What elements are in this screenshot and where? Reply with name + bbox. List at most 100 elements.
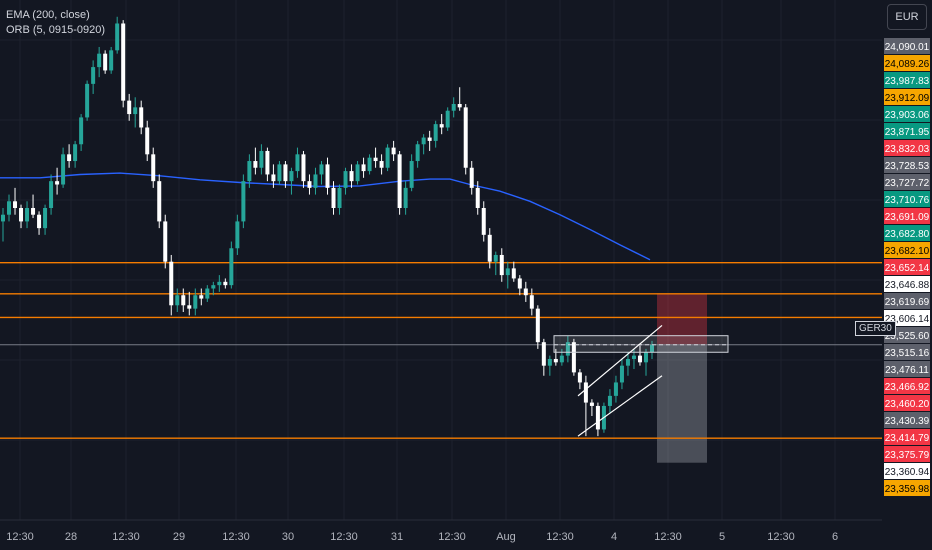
candle-body (451, 104, 456, 111)
price-label-bg (884, 140, 930, 156)
time-tick-label: 29 (173, 531, 185, 543)
price-label: 24,090.01 (885, 42, 930, 53)
candle-body (523, 288, 528, 296)
candle-body (331, 187, 336, 208)
candle-body (133, 107, 138, 115)
price-label: 23,466.92 (885, 382, 930, 393)
price-label: 23,360.94 (885, 467, 930, 478)
candle-body (547, 358, 552, 366)
price-label: 23,728.53 (885, 161, 930, 172)
price-label-bg (884, 293, 930, 309)
candle-body (295, 154, 300, 172)
time-tick-label: 4 (611, 531, 617, 543)
time-tick-label: Aug (496, 531, 516, 543)
channel-upper-line (577, 324, 663, 397)
time-axis[interactable]: 12:30 28 12:30 29 12:30 30 12:30 31 12:30 Aug 12:3… (0, 519, 882, 550)
candle-body (139, 107, 144, 128)
candle-body (541, 342, 546, 366)
currency-button[interactable]: EUR (887, 4, 927, 30)
short-position-tool[interactable] (657, 293, 707, 463)
price-label-bg (884, 38, 930, 54)
candle-body (61, 154, 66, 185)
price-axis[interactable]: 24,090.01 24,089.26 23,987.83 23,912.09 23,9… (882, 0, 932, 550)
price-label-bg (884, 123, 930, 139)
ema-legend[interactable]: EMA (200, close) (6, 9, 90, 21)
price-label-bg (884, 55, 930, 71)
candle-body (637, 355, 642, 363)
candle-body (607, 395, 612, 406)
price-label: 23,987.83 (885, 76, 930, 87)
price-label: 23,606.14 (885, 314, 930, 325)
candlesticks (1, 16, 654, 437)
orb-box (553, 335, 729, 353)
price-label-bg (884, 429, 930, 445)
price-label: 23,515.16 (885, 348, 930, 359)
price-label: 23,476.11 (885, 365, 929, 376)
symbol-tag: GER30 (855, 321, 896, 336)
candle-body (439, 124, 444, 128)
candle-body (625, 358, 630, 366)
candle-body (409, 161, 414, 188)
candle-body (31, 208, 36, 215)
horizontal-levels[interactable] (0, 262, 882, 439)
time-tick-label: 12:30 (767, 531, 795, 543)
candle-body (193, 295, 198, 309)
candle-body (19, 208, 24, 222)
candle-body (493, 254, 498, 262)
candle-body (181, 295, 186, 306)
time-tick-label: 12:30 (6, 531, 34, 543)
candle-body (307, 181, 312, 188)
price-label-bg (884, 412, 930, 428)
time-tick-label: 12:30 (112, 531, 140, 543)
price-label-bg (884, 446, 930, 462)
candle-body (355, 164, 360, 182)
candle-body (631, 355, 636, 359)
candle-body (319, 164, 324, 175)
candle-body (373, 157, 378, 162)
price-label-bg (884, 361, 930, 377)
candle-body (421, 137, 426, 145)
candle-body (565, 342, 570, 356)
candle-body (1, 214, 5, 222)
candle-body (313, 174, 318, 188)
candle-body (391, 147, 396, 155)
price-label: 23,727.72 (885, 178, 930, 189)
price-label-bg (884, 191, 930, 207)
candle-body (271, 174, 276, 182)
price-label: 23,525.60 (885, 331, 930, 342)
candle-body (229, 248, 234, 286)
drawings[interactable] (553, 324, 729, 437)
candle-body (157, 181, 162, 222)
price-label: 23,359.98 (885, 484, 930, 495)
price-label-bg (884, 106, 930, 122)
candle-body (25, 208, 30, 222)
candle-body (571, 342, 576, 373)
candle-body (217, 281, 222, 286)
candle-body (650, 344, 654, 353)
candle-body (169, 261, 174, 306)
price-label: 23,460.20 (885, 399, 930, 410)
price-label: 23,430.39 (885, 416, 930, 427)
candle-body (301, 154, 306, 182)
candle-body (85, 83, 90, 118)
candle-body (211, 285, 216, 289)
candle-body (343, 171, 348, 188)
candle-body (289, 171, 294, 182)
candle-body (529, 295, 534, 309)
price-label: 23,652.14 (885, 263, 930, 274)
time-tick-label: 6 (832, 531, 838, 543)
price-label-bg (884, 174, 930, 190)
time-tick-label: 12:30 (438, 531, 466, 543)
orb-legend[interactable]: ORB (5, 0915-0920) (6, 24, 106, 36)
candle-body (259, 150, 264, 168)
candle-body (535, 308, 540, 343)
candle-body (559, 355, 564, 363)
ema-line (0, 172, 651, 261)
candle-body (613, 382, 618, 396)
candle-body (121, 23, 126, 101)
price-label-bg (884, 480, 930, 496)
price-label-bg (884, 157, 930, 173)
candle-body (517, 278, 522, 289)
price-label-bg (884, 72, 930, 88)
